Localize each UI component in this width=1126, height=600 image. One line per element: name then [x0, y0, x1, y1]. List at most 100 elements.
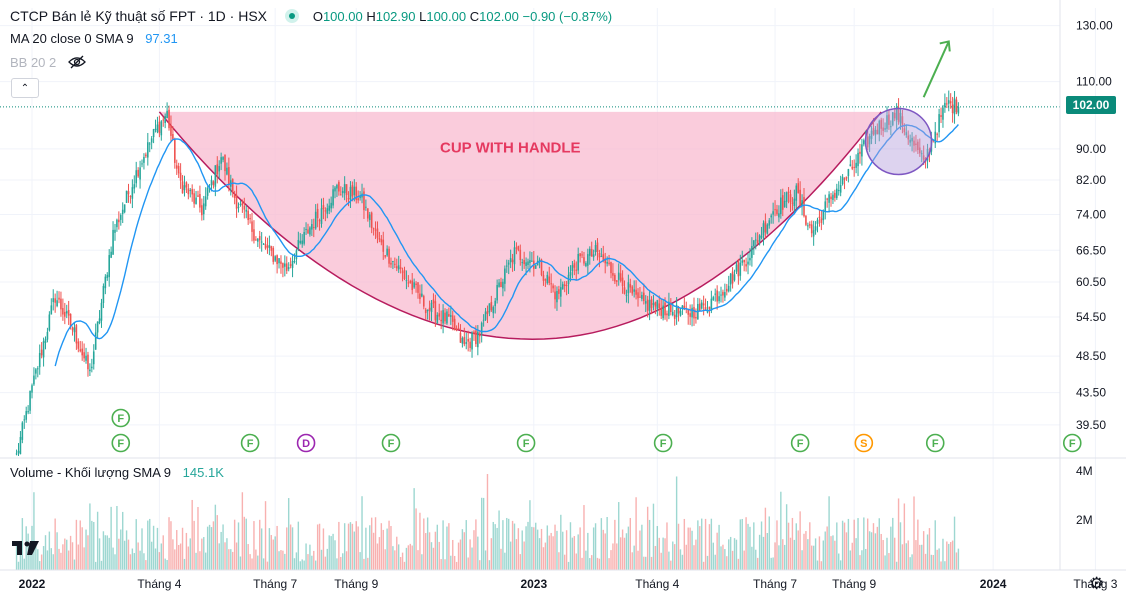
- volume-bar: [521, 530, 523, 570]
- candle-body: [372, 228, 375, 230]
- volume-bar: [625, 533, 628, 570]
- tradingview-logo[interactable]: [12, 537, 40, 561]
- candle: [444, 308, 446, 325]
- candle: [50, 298, 53, 315]
- eye-off-icon[interactable]: [67, 55, 86, 69]
- volume-bar: [693, 545, 695, 570]
- candle-body: [863, 140, 865, 145]
- candle: [637, 288, 639, 307]
- candle-body: [704, 307, 707, 310]
- volume-bar: [517, 528, 520, 570]
- candle-body: [394, 263, 396, 265]
- candle-body: [492, 307, 495, 314]
- candle: [687, 308, 689, 325]
- volume-bar: [666, 522, 668, 570]
- candle-body: [168, 109, 170, 129]
- candle-body: [799, 189, 801, 206]
- candle: [731, 267, 734, 289]
- candle-body: [287, 267, 290, 270]
- legend-ma[interactable]: MA 20 close 0 SMA 9 97.31: [10, 31, 178, 47]
- candle-body: [855, 162, 857, 168]
- candle-body: [581, 254, 583, 256]
- candle-body: [753, 240, 755, 247]
- volume-bar: [266, 561, 269, 570]
- candle: [795, 183, 798, 209]
- volume-bar: [571, 537, 574, 570]
- candle-body: [52, 298, 55, 303]
- candle-body: [469, 341, 471, 348]
- candle-body: [714, 293, 717, 295]
- candle-body: [702, 303, 705, 306]
- legend-bb[interactable]: BB 20 2: [10, 55, 86, 71]
- candle: [202, 195, 205, 221]
- candle: [760, 226, 763, 240]
- volume-bar: [500, 548, 502, 570]
- candle-body: [807, 225, 809, 227]
- candle: [145, 152, 147, 158]
- candle-body: [118, 219, 120, 223]
- candle-body: [58, 297, 60, 300]
- candle-body: [177, 166, 180, 174]
- candle-body: [73, 327, 76, 333]
- volume-bar: [421, 554, 423, 570]
- volume-bar: [554, 524, 556, 570]
- candle-body: [289, 264, 292, 266]
- event-marker: S: [854, 433, 874, 453]
- candle-body: [370, 212, 373, 228]
- candle: [641, 291, 643, 302]
- volume-bar: [865, 548, 867, 570]
- candle: [938, 108, 940, 138]
- candle-body: [558, 289, 560, 294]
- candle-body: [907, 135, 910, 140]
- candle: [355, 182, 358, 204]
- candle: [745, 257, 747, 272]
- candle-body: [768, 220, 771, 226]
- candle-body: [708, 306, 711, 310]
- candle: [314, 204, 317, 230]
- close-label: C: [469, 9, 480, 24]
- candle-body: [774, 209, 776, 211]
- candle-body: [936, 133, 938, 135]
- volume-bar: [369, 525, 371, 570]
- volume-bar: [199, 551, 201, 570]
- candle-body: [926, 148, 929, 161]
- volume-bar: [287, 498, 290, 570]
- candle: [233, 190, 236, 205]
- candle-body: [442, 310, 444, 324]
- candle: [436, 312, 439, 325]
- candle-body: [112, 229, 114, 255]
- volume-bar: [432, 547, 435, 570]
- y-tick-label: 82.00: [1076, 173, 1106, 187]
- candle: [23, 415, 26, 429]
- volume-bar: [328, 535, 330, 570]
- volume-bar: [430, 542, 433, 570]
- candle: [758, 234, 761, 246]
- candle-body: [911, 137, 913, 142]
- candle: [162, 116, 165, 127]
- candle: [776, 204, 778, 216]
- volume-bar: [340, 556, 342, 570]
- candle-body: [349, 186, 352, 200]
- volume-legend[interactable]: Volume - Khối lượng SMA 9 145.1K: [10, 465, 224, 480]
- candle: [119, 213, 122, 226]
- candle-body: [940, 115, 942, 117]
- volume-bar: [237, 522, 240, 570]
- symbol-title[interactable]: CTCP Bán lẻ Kỹ thuật số FPT · 1D · HSX: [10, 8, 268, 24]
- candle: [920, 150, 923, 163]
- candle: [301, 234, 303, 248]
- candle: [588, 246, 591, 265]
- volume-bar: [880, 533, 882, 570]
- candle-body: [561, 284, 564, 290]
- candle: [461, 336, 464, 348]
- candle-body: [444, 312, 446, 322]
- collapse-legend-button[interactable]: ⌃: [11, 78, 39, 98]
- candle-body: [96, 321, 99, 333]
- candle-body: [897, 107, 900, 122]
- volume-bar: [235, 542, 238, 570]
- volume-bar: [137, 542, 139, 570]
- candle-body: [56, 300, 58, 306]
- volume-bar: [623, 537, 626, 570]
- gear-icon[interactable]: ⚙: [1089, 574, 1105, 593]
